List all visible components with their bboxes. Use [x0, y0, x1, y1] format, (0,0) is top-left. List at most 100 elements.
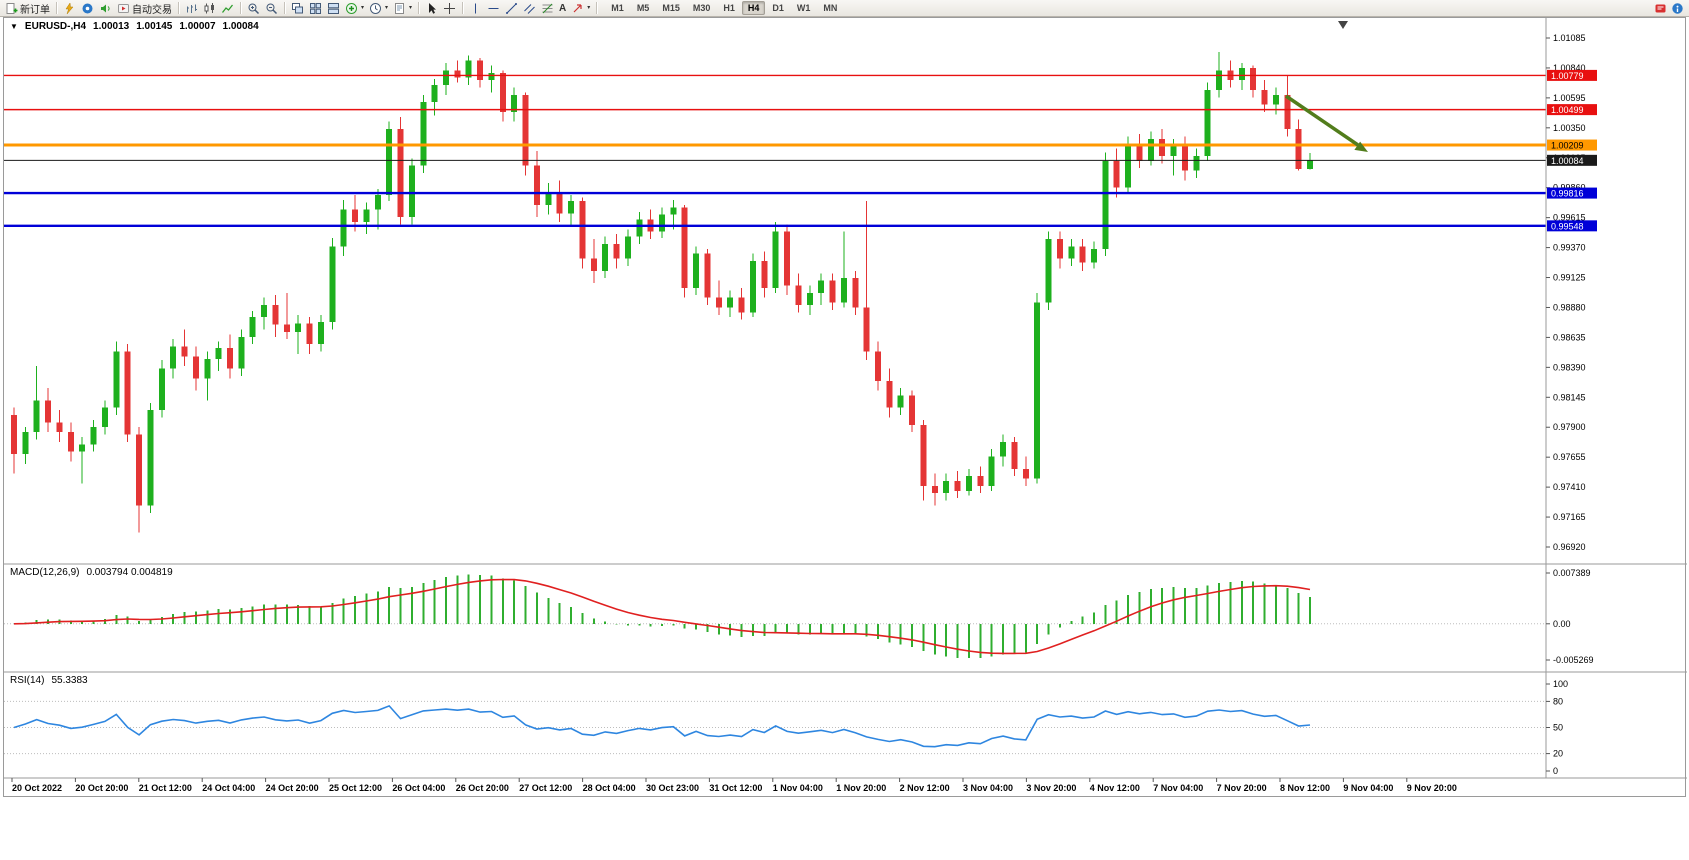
timeframe-button-w1[interactable]: W1	[796, 3, 811, 13]
candle	[443, 63, 449, 95]
expert-advisors-icon	[65, 1, 74, 14]
community-button[interactable]	[79, 1, 96, 16]
cascade-windows-button[interactable]	[289, 1, 306, 16]
toolbar-separator	[178, 2, 179, 14]
templates-button[interactable]: ▾	[391, 1, 414, 16]
macd-panel[interactable]	[4, 564, 1546, 672]
candle	[624, 229, 631, 266]
equidistant-channel-button[interactable]	[521, 1, 538, 16]
svg-text:26 Oct 04:00: 26 Oct 04:00	[392, 783, 445, 793]
time-axis[interactable]: 20 Oct 2022 20 Oct 20:00 21 Oct 12:00 24 Oc…	[11, 778, 1457, 793]
candlestick-chart-icon	[204, 2, 214, 13]
candle	[363, 202, 370, 235]
rsi-axis[interactable]: 100 80 50 20 0	[1546, 679, 1568, 776]
tile-horizontally-button[interactable]	[325, 1, 342, 16]
candle	[875, 341, 881, 391]
svg-text:1.01085: 1.01085	[1553, 33, 1586, 43]
zoom-in-button[interactable]	[245, 1, 262, 16]
sounds-icon	[101, 4, 110, 12]
vertical-line-button[interactable]	[467, 1, 484, 16]
chart-canvas[interactable]: 1.010851.008401.005951.003501.001050.998…	[4, 18, 1687, 798]
candle	[1102, 152, 1109, 257]
autotrading-label: 自动交易	[132, 4, 172, 16]
cursor-button[interactable]	[423, 1, 440, 16]
svg-text:25 Oct 12:00: 25 Oct 12:00	[329, 783, 382, 793]
timeframe-button-h1[interactable]: H1	[723, 3, 735, 13]
candle	[852, 270, 859, 315]
horizontal-line-button[interactable]	[485, 1, 502, 16]
trend-arrow-annotation[interactable]	[1285, 94, 1359, 147]
candle	[101, 400, 108, 435]
timeframe-button-m15[interactable]: M15	[662, 3, 680, 13]
candle	[715, 280, 722, 315]
svg-text:1.00595: 1.00595	[1553, 93, 1586, 103]
timeframe-button-m30[interactable]: M30	[692, 3, 711, 13]
indicators-button[interactable]: ▾	[343, 1, 366, 16]
candle	[386, 121, 393, 202]
candle	[1034, 292, 1041, 484]
trendline-button[interactable]	[503, 1, 520, 16]
zoom-out-button[interactable]	[263, 1, 280, 16]
svg-text:0.98390: 0.98390	[1553, 362, 1586, 372]
crosshair-button[interactable]	[441, 1, 458, 16]
timeframe-button-m1[interactable]: M1	[611, 3, 624, 13]
svg-text:0.98880: 0.98880	[1553, 302, 1586, 312]
timeframe-toolbar: M1 M5 M15 M30 H1 H4 D1 W1 MN	[605, 1, 843, 15]
candle	[988, 449, 995, 491]
chart-menu-icon[interactable]: ▼	[10, 22, 18, 31]
rsi-panel[interactable]	[4, 672, 1546, 778]
svg-text:-0.005269: -0.005269	[1553, 655, 1594, 665]
periods-button[interactable]: ▾	[367, 1, 390, 16]
candle	[761, 251, 768, 298]
toolbar-separator	[240, 2, 241, 14]
candle	[818, 273, 825, 306]
arrows-tool-button[interactable]: ▾	[569, 1, 592, 16]
price-badge: 1.00779	[1547, 69, 1597, 81]
line-chart-button[interactable]	[219, 1, 236, 16]
svg-text:0.97900: 0.97900	[1553, 422, 1586, 432]
svg-text:7 Nov 04:00: 7 Nov 04:00	[1153, 783, 1203, 793]
candlestick-chart-button[interactable]	[201, 1, 218, 16]
clock-icon	[370, 2, 382, 14]
sounds-button[interactable]	[97, 1, 114, 16]
symbol-timeframe-label: EURUSD-,H4	[24, 21, 87, 32]
candle	[33, 366, 40, 440]
candle	[545, 182, 552, 215]
macd-indicator-label: MACD(12,26,9) 0.003794 0.004819	[10, 567, 173, 578]
fibonacci-icon	[542, 3, 553, 13]
toolbar: 新订单 自动交易 ▾ ▾	[0, 0, 1689, 17]
expert-advisors-button[interactable]	[61, 1, 78, 16]
timeframe-button-mn[interactable]: MN	[823, 3, 838, 13]
chart-header: ▼ EURUSD-,H4 1.00013 1.00145 1.00007 1.0…	[10, 21, 259, 33]
new-order-label: 新订单	[20, 4, 50, 16]
fibonacci-button[interactable]	[539, 1, 556, 16]
autotrading-button[interactable]: 自动交易	[115, 1, 174, 16]
tile-windows-button[interactable]	[307, 1, 324, 16]
svg-text:1.00779: 1.00779	[1551, 71, 1584, 81]
news-icon[interactable]	[1654, 2, 1667, 15]
candle	[90, 419, 97, 452]
svg-text:9 Nov 04:00: 9 Nov 04:00	[1343, 783, 1393, 793]
timeframe-button-h4[interactable]: H4	[741, 1, 766, 15]
cursor-icon	[429, 2, 437, 14]
chart-shift-marker-icon[interactable]	[1338, 21, 1348, 29]
candle	[465, 55, 472, 86]
help-icon[interactable]	[1671, 2, 1684, 15]
toolbar-separator	[462, 2, 464, 14]
text-tool-button[interactable]: A	[557, 1, 568, 16]
text-tool-icon: A	[559, 2, 567, 14]
rsi-indicator-label: RSI(14) 55.3383	[10, 675, 88, 686]
bar-chart-button[interactable]	[183, 1, 200, 16]
price-panel[interactable]	[4, 18, 1546, 564]
candle	[374, 188, 381, 230]
new-order-button[interactable]: 新订单	[3, 1, 52, 16]
candle	[840, 231, 847, 308]
macd-axis[interactable]: 0.007389 0.00 -0.005269	[1546, 568, 1594, 665]
candle	[613, 234, 620, 269]
timeframe-button-m5[interactable]: M5	[636, 3, 650, 13]
svg-text:1.00209: 1.00209	[1551, 141, 1584, 151]
candle	[795, 273, 802, 313]
price-badge: 1.00084	[1547, 154, 1597, 166]
ohlc-low-value: 1.00007	[179, 21, 216, 32]
timeframe-button-d1[interactable]: D1	[772, 3, 784, 13]
